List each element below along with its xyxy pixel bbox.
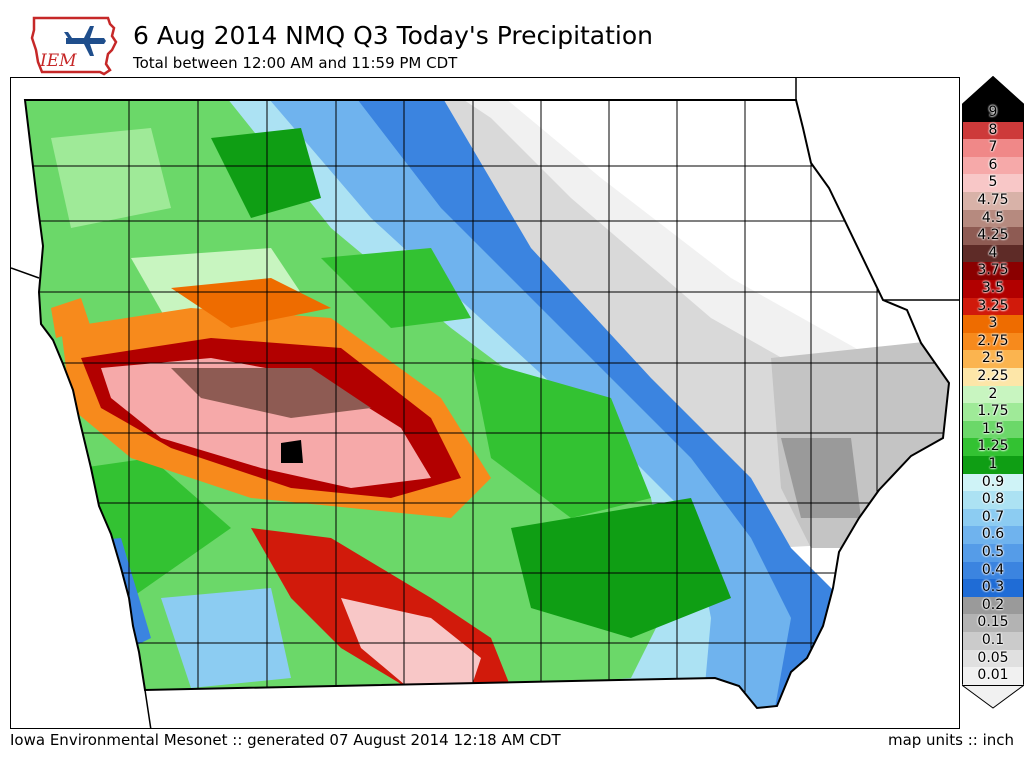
footer-units: map units :: inch <box>887 731 1014 749</box>
legend-bottom-arrow-icon <box>962 684 1024 709</box>
logo-text: IEM <box>39 51 77 71</box>
legend-label: 0.9 <box>981 473 1005 490</box>
legend-label: 5 <box>988 174 998 191</box>
legend-label: 6 <box>988 156 998 173</box>
legend-item: 8 <box>962 121 1024 140</box>
legend-label: 4.75 <box>977 192 1009 208</box>
legend-label: 0.6 <box>981 526 1005 543</box>
legend-item: 4.25 <box>962 227 1024 246</box>
legend-item: 0.1 <box>962 632 1024 651</box>
legend-label: 0.3 <box>981 579 1005 596</box>
legend-item: 0.9 <box>962 473 1024 492</box>
legend-label: 4 <box>988 244 998 261</box>
legend-item: 3.75 <box>962 262 1024 281</box>
legend-item: 1.75 <box>962 403 1024 422</box>
legend-item: 3.25 <box>962 297 1024 316</box>
legend-label: 0.05 <box>977 649 1009 666</box>
legend-item: 0.6 <box>962 526 1024 545</box>
legend-top-arrow-icon <box>962 76 1024 104</box>
legend-label: 3.5 <box>981 280 1005 296</box>
legend-label: 8 <box>988 121 998 138</box>
footer-source: Iowa Environmental Mesonet :: generated … <box>10 731 561 749</box>
legend-item: 4 <box>962 244 1024 263</box>
legend-item: 0.05 <box>962 649 1024 668</box>
legend-item: 9 <box>962 104 1024 123</box>
legend-item: 4.5 <box>962 209 1024 228</box>
precipitation-map <box>11 78 959 728</box>
legend-label: 0.2 <box>981 596 1005 613</box>
legend-item: 0.8 <box>962 491 1024 510</box>
legend-label: 7 <box>988 139 998 156</box>
legend-item: 7 <box>962 139 1024 158</box>
legend-label: 4.25 <box>977 227 1009 244</box>
legend-label: 2.75 <box>977 332 1009 349</box>
legend-item: 0.15 <box>962 614 1024 633</box>
legend-item: 6 <box>962 156 1024 175</box>
legend-item: 1 <box>962 456 1024 475</box>
legend-label: 2.5 <box>981 350 1005 367</box>
legend-item: 0.3 <box>962 579 1024 598</box>
legend-label: 0.1 <box>981 632 1005 648</box>
legend-item: 1.25 <box>962 438 1024 457</box>
legend-label: 2.25 <box>977 368 1009 384</box>
legend-label: 4.5 <box>981 209 1005 226</box>
precip-field <box>25 100 949 708</box>
legend-item: 4.75 <box>962 192 1024 211</box>
legend-item: 3.5 <box>962 280 1024 299</box>
legend-item: 1.5 <box>962 420 1024 439</box>
legend-item: 2.25 <box>962 368 1024 387</box>
legend-item: 0.7 <box>962 508 1024 527</box>
legend-label: 1.25 <box>977 438 1009 455</box>
iowa-outline-icon <box>30 16 118 76</box>
legend-label: 1.5 <box>981 420 1005 437</box>
legend-label: 1 <box>988 456 998 472</box>
legend-label: 3.75 <box>977 262 1009 279</box>
legend-label: 0.01 <box>977 667 1009 684</box>
legend-label: 0.8 <box>981 491 1005 508</box>
legend-label: 2 <box>988 385 998 402</box>
iem-logo: IEM <box>30 16 118 76</box>
legend-item: 3 <box>962 315 1024 334</box>
legend-label: 0.5 <box>981 544 1005 560</box>
legend-label: 9 <box>988 104 998 120</box>
iowa-state-border <box>23 99 951 710</box>
legend-label: 3 <box>988 315 998 332</box>
legend-item: 0.01 <box>962 667 1024 686</box>
legend-item: 5 <box>962 174 1024 193</box>
legend-label: 3.25 <box>977 297 1009 314</box>
legend-outline <box>962 76 1024 685</box>
airplane-icon <box>64 26 106 56</box>
legend-item: 0.5 <box>962 544 1024 563</box>
legend: 9 8 7 6 5 4.75 4.5 4.25 4 3.75 3.5 3.25 3 2.75 2.5 2.25… <box>962 76 1024 709</box>
legend-label: 1.75 <box>977 403 1009 420</box>
legend-label: 0.15 <box>977 614 1009 631</box>
legend-item: 2.75 <box>962 332 1024 351</box>
legend-item: 2.5 <box>962 350 1024 369</box>
legend-item: 2 <box>962 385 1024 404</box>
legend-label: 0.7 <box>981 508 1005 525</box>
legend-item: 0.2 <box>962 596 1024 615</box>
page-subtitle: Total between 12:00 AM and 11:59 PM CDT <box>133 54 458 72</box>
neighbor-state-borders <box>11 78 959 728</box>
map-frame <box>10 77 960 729</box>
page-title: 6 Aug 2014 NMQ Q3 Today's Precipitation <box>133 21 654 50</box>
legend-item: 0.4 <box>962 561 1024 580</box>
legend-label: 0.4 <box>981 561 1005 578</box>
